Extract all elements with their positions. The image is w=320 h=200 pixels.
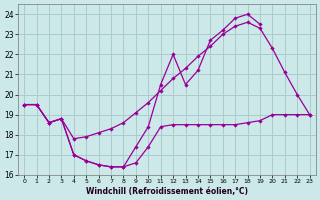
X-axis label: Windchill (Refroidissement éolien,°C): Windchill (Refroidissement éolien,°C) bbox=[86, 187, 248, 196]
